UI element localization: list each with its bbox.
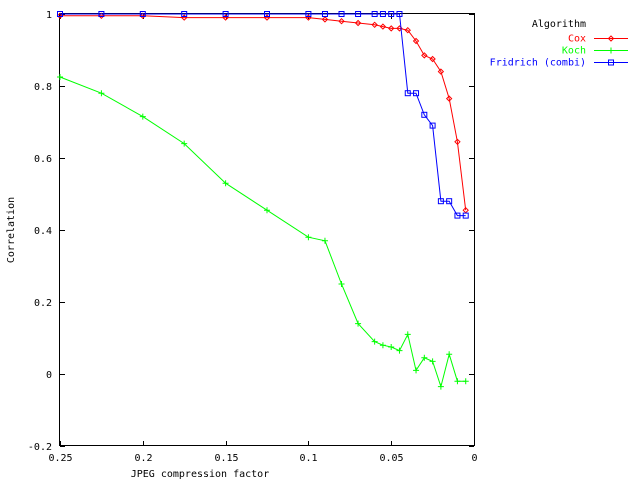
data-point <box>421 111 428 118</box>
legend-swatch-marker <box>607 35 615 42</box>
data-point <box>264 207 270 214</box>
data-point <box>98 12 105 20</box>
data-point <box>446 351 453 358</box>
data-point <box>56 12 64 20</box>
data-point <box>181 140 188 147</box>
series-koch <box>57 74 469 390</box>
y-tick-label: 1 <box>46 10 52 21</box>
data-point <box>429 122 436 129</box>
data-point <box>321 11 328 17</box>
x-axis: 0.25 0.2 0.15 0.1 0.05 0 <box>48 14 478 464</box>
data-point <box>139 11 146 17</box>
data-point <box>462 212 469 219</box>
x-tick-label: 0.1 <box>299 453 317 464</box>
data-point <box>429 358 436 365</box>
legend-label: Cox <box>568 34 586 45</box>
data-point <box>454 138 461 146</box>
data-point <box>437 68 445 75</box>
x-tick-label: 0.2 <box>134 453 152 464</box>
data-point <box>404 90 411 97</box>
data-point <box>98 11 105 17</box>
data-point <box>421 52 428 59</box>
data-point <box>338 17 345 25</box>
y-tick-label: 0 <box>46 370 52 381</box>
x-axis-title: JPEG compression factor <box>131 469 269 480</box>
data-point <box>222 180 229 187</box>
x-tick-label: 0 <box>471 453 477 464</box>
legend-swatch-marker <box>608 59 614 66</box>
data-point <box>462 378 469 385</box>
y-tick-label: 0.6 <box>34 154 52 165</box>
data-point <box>371 338 378 345</box>
data-point <box>396 347 403 354</box>
data-point <box>371 11 378 17</box>
data-point <box>355 320 362 327</box>
data-point <box>413 90 420 97</box>
data-point <box>396 11 403 17</box>
y-axis: 1 0.8 0.6 0.4 0.2 0 -0.2 <box>28 10 474 453</box>
data-point <box>57 74 63 80</box>
data-point <box>445 95 453 102</box>
data-point <box>387 25 395 32</box>
data-point <box>446 198 453 205</box>
x-tick-label: 0.15 <box>214 453 238 464</box>
data-point <box>355 11 362 17</box>
y-tick-label: 0.2 <box>34 298 52 309</box>
data-point <box>321 237 328 244</box>
data-point <box>454 212 461 219</box>
plot-frame <box>59 13 475 446</box>
x-tick-label: 0.05 <box>379 453 403 464</box>
x-tick-label: 0.25 <box>48 453 72 464</box>
data-point <box>338 11 345 17</box>
data-point <box>321 16 329 23</box>
legend-title: Algorithm <box>532 19 586 30</box>
data-point <box>404 331 411 338</box>
data-point <box>388 11 395 17</box>
data-point <box>379 23 387 30</box>
y-tick-label: 0.4 <box>34 226 52 237</box>
data-point <box>181 11 188 17</box>
series-line <box>60 15 467 211</box>
series-line <box>60 13 466 217</box>
legend-label: Koch <box>562 46 586 57</box>
data-point <box>388 344 395 350</box>
data-point <box>57 11 63 17</box>
plot-area-border <box>59 13 475 446</box>
data-point <box>354 19 362 27</box>
data-point <box>222 11 229 17</box>
data-point <box>404 26 411 34</box>
series-layer <box>56 11 469 390</box>
data-point <box>305 234 312 241</box>
y-tick-label: -0.2 <box>28 442 52 453</box>
legend-label: Fridrich (combi) <box>490 58 586 69</box>
data-point <box>379 342 386 349</box>
series-line <box>59 76 466 389</box>
y-axis-title: Correlation <box>6 197 17 263</box>
data-point <box>437 198 444 205</box>
data-point <box>264 11 270 17</box>
data-point <box>429 55 436 63</box>
data-point <box>412 37 420 45</box>
series-fridrich-combi <box>57 11 469 219</box>
data-point <box>413 367 420 374</box>
data-point <box>98 90 105 97</box>
y-tick-label: 0.8 <box>34 82 52 93</box>
data-point <box>437 383 444 390</box>
legend-swatch-marker <box>608 47 614 54</box>
data-point <box>338 281 345 287</box>
data-point <box>371 21 378 29</box>
series-cox <box>56 12 469 214</box>
data-point <box>139 113 146 120</box>
data-point <box>454 378 461 385</box>
data-point <box>305 11 312 17</box>
data-point <box>421 354 428 361</box>
data-point <box>139 12 147 20</box>
data-point <box>379 11 386 17</box>
